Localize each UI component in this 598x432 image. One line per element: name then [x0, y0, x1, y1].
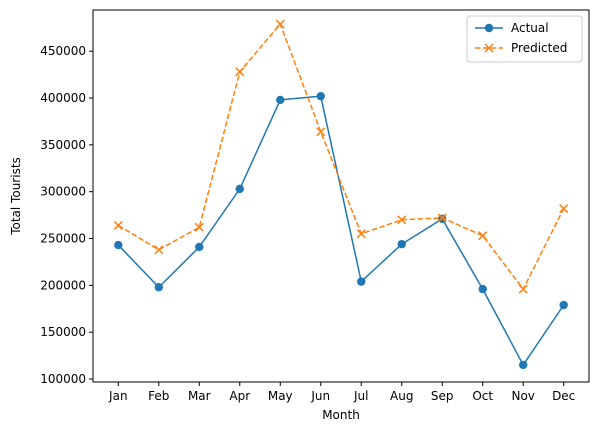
y-tick-label-150000: 150000: [40, 325, 86, 339]
point-predicted-mar: [194, 222, 204, 232]
x-tick-label-jun: Jun: [310, 389, 330, 403]
x-tick-label-nov: Nov: [511, 389, 534, 403]
point-actual-jul: [357, 277, 366, 286]
point-predicted-jan: [113, 220, 123, 230]
series-actual: [114, 91, 568, 370]
legend-actual-label: Actual: [511, 21, 549, 35]
point-actual-apr: [235, 184, 244, 194]
point-predicted-may: [275, 19, 285, 29]
point-predicted-apr: [235, 67, 245, 77]
series-layer: [113, 19, 569, 370]
x-tick-label-mar: Mar: [188, 389, 211, 403]
legend: Actual Predicted: [466, 15, 583, 63]
point-predicted-jun: [316, 127, 326, 137]
point-actual-aug: [397, 239, 406, 249]
point-predicted-nov: [518, 284, 528, 294]
y-tick-label-250000: 250000: [40, 232, 86, 246]
legend-predicted-label: Predicted: [511, 41, 567, 55]
y-tick-label-300000: 300000: [40, 185, 86, 199]
point-actual-may: [276, 95, 285, 105]
x-tick-label-aug: Aug: [390, 389, 413, 403]
x-tick-label-jul: Jul: [353, 389, 368, 403]
plot-area: [92, 9, 590, 383]
point-predicted-jul: [356, 229, 366, 239]
point-actual-jan: [114, 240, 123, 250]
y-tick-label-350000: 350000: [40, 138, 86, 152]
x-tick-label-may: May: [268, 389, 293, 403]
x-axis-title: Month: [322, 408, 360, 422]
point-predicted-dec: [559, 204, 569, 214]
x-tick-label-dec: Dec: [552, 389, 575, 403]
point-actual-jun: [316, 91, 325, 101]
point-actual-oct: [478, 284, 487, 294]
x-tick-label-jan: Jan: [108, 389, 128, 403]
legend-predicted-marker: [484, 43, 494, 53]
point-predicted-feb: [154, 245, 164, 255]
series-line-predicted: [117, 23, 565, 290]
point-predicted-oct: [478, 231, 488, 241]
point-actual-feb: [154, 283, 163, 292]
x-tick-label-apr: Apr: [229, 389, 250, 403]
x-tick-label-feb: Feb: [148, 389, 169, 403]
legend-actual-marker: [484, 23, 494, 33]
x-tick-label-sep: Sep: [431, 389, 454, 403]
y-tick-label-200000: 200000: [40, 278, 86, 292]
y-tick-label-100000: 100000: [40, 372, 86, 386]
series-predicted: [113, 19, 569, 294]
point-predicted-aug: [397, 215, 407, 225]
x-tick-label-oct: Oct: [472, 389, 493, 403]
axis-layer: Jan Feb Mar Apr May Jun Jul Aug Sep Oct Nov Dec 1000…: [40, 44, 575, 403]
point-actual-mar: [195, 242, 204, 252]
series-line-actual: [117, 95, 565, 366]
point-actual-nov: [519, 360, 528, 370]
y-tick-label-400000: 400000: [40, 91, 86, 105]
y-tick-label-450000: 450000: [40, 44, 86, 58]
y-axis-title: Total Tourists: [9, 157, 23, 236]
point-predicted-sep: [437, 213, 447, 223]
point-actual-dec: [559, 300, 568, 310]
